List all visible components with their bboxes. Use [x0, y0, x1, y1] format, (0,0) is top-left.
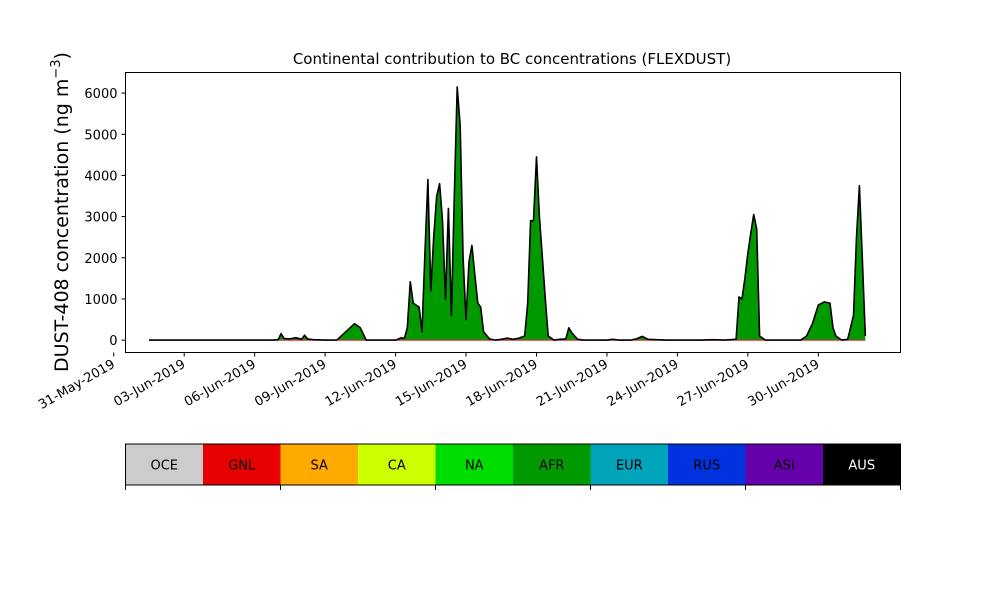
colorbar-label-sa: SA	[311, 459, 328, 474]
y-tick-label: 5000	[84, 128, 117, 143]
colorbar-frame	[125, 443, 901, 486]
y-axis-label-text: DUST-408 concentration (ng m	[51, 79, 73, 372]
colorbar-label-eur: EUR	[616, 459, 643, 474]
colorbar-swatch-gnl	[203, 444, 281, 485]
y-axis-label-exponent: −3	[49, 59, 64, 78]
colorbar-label-afr: AFR	[539, 459, 564, 474]
y-axis-label: DUST-408 concentration (ng m−3)	[49, 52, 73, 372]
colorbar-label-ca: CA	[388, 459, 406, 474]
plot-frame	[125, 72, 901, 353]
series-outline-0	[149, 86, 867, 341]
colorbar-label-oce: OCE	[150, 459, 178, 474]
colorbar-swatch-afr	[513, 444, 591, 485]
colorbar-swatch-aus	[823, 444, 901, 485]
colorbar-swatch-ca	[358, 444, 436, 485]
y-tick-label: 1000	[84, 293, 117, 308]
colorbar-swatch-sa	[280, 444, 359, 485]
y-tick-label: 0	[109, 334, 117, 349]
colorbar-swatch-rus	[668, 444, 746, 485]
y-axis: 0 1000 2000 3000 4000 5000 6000	[84, 87, 126, 349]
colorbar-swatch-eur	[590, 444, 669, 485]
colorbar-label-aus: AUS	[848, 459, 875, 474]
colorbar-label-gnl: GNL	[228, 459, 256, 474]
plot-area	[148, 86, 867, 341]
y-tick-label: 3000	[84, 211, 117, 226]
y-tick-label: 6000	[84, 87, 117, 102]
colorbar-label-rus: RUS	[693, 459, 720, 474]
colorbar-label-asi: ASI	[774, 459, 795, 474]
y-tick-label: 4000	[84, 169, 117, 184]
region-colorbar: OCE GNL SA CA NA AFR EUR RUS ASI AUS	[125, 443, 901, 490]
chart-title: Continental contribution to BC concentra…	[293, 50, 731, 68]
y-axis-label-close: )	[51, 52, 73, 59]
colorbar-swatch-oce	[125, 444, 204, 485]
colorbar-swatch-asi	[745, 444, 824, 485]
colorbar-label-na: NA	[465, 459, 484, 474]
y-tick-label: 2000	[84, 252, 117, 267]
colorbar-swatch-na	[435, 444, 514, 485]
